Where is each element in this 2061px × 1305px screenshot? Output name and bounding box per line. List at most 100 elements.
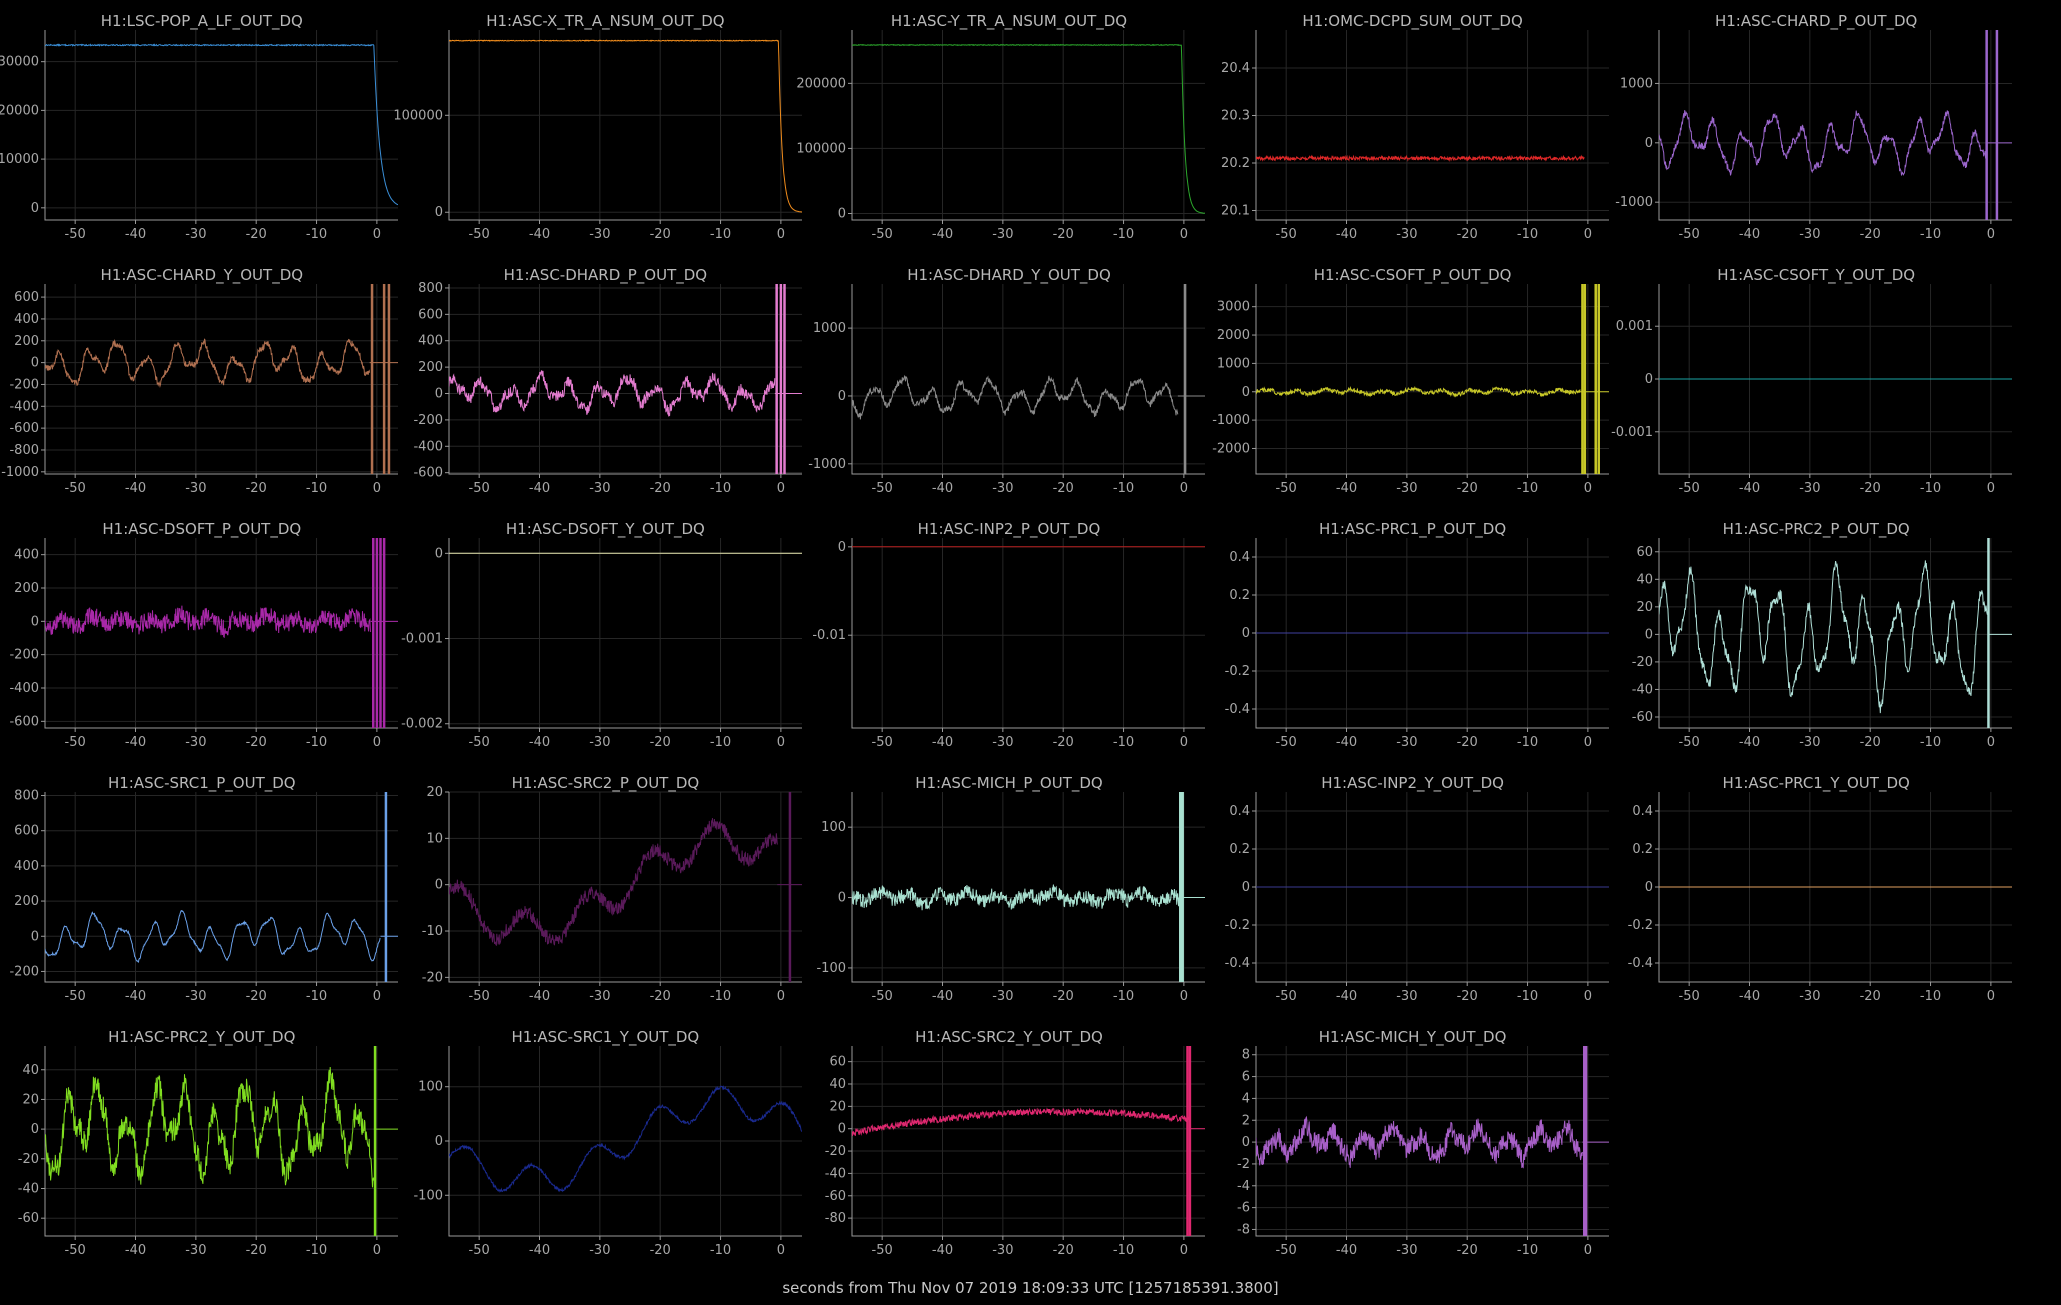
y-tick-label: 0.4 — [1229, 550, 1250, 565]
x-tick-label: 0 — [373, 989, 381, 1004]
x-tick-label: -20 — [1860, 227, 1881, 242]
y-tick-label: 200 — [418, 360, 443, 375]
plot-svg: -50 -40 -30 -20 -10 0 0 10000 20000 30000 — [0, 30, 398, 242]
panel-8: H1:ASC-CSOFT_P_OUT_DQ -50 -40 -30 -20 -10 0 -20… — [1211, 254, 1615, 508]
x-tick-label: -40 — [1739, 735, 1760, 750]
series-line — [448, 818, 778, 947]
x-tick-label: -40 — [125, 1243, 146, 1258]
y-tick-label: 1000 — [1217, 356, 1250, 371]
y-tick-label: 0 — [31, 356, 39, 371]
panel-title: H1:LSC-POP_A_LF_OUT_DQ — [100, 12, 303, 30]
x-tick-label: -10 — [306, 735, 327, 750]
x-tick-label: -20 — [649, 481, 670, 496]
x-tick-label: 0 — [1584, 1243, 1592, 1258]
y-tick-label: 0 — [838, 1122, 846, 1137]
axis-frame — [1255, 792, 1609, 983]
x-tick-label: 0 — [1987, 481, 1995, 496]
panel-22: H1:ASC-SRC2_Y_OUT_DQ -50 -40 -30 -20 -10 0 -80-… — [807, 1016, 1211, 1270]
y-tick-label: 0.001 — [1616, 319, 1653, 334]
panel-11: H1:ASC-DSOFT_Y_OUT_DQ -50 -40 -30 -20 -10 0 -0.… — [401, 508, 808, 762]
x-tick-label: -10 — [1920, 481, 1941, 496]
plot-svg: -50 -40 -30 -20 -10 0 -0.001 0 0.001 — [1611, 284, 2013, 496]
axis-frame — [1255, 30, 1609, 221]
y-tick-label: -400 — [9, 399, 39, 414]
panel-12: H1:ASC-INP2_P_OUT_DQ -50 -40 -30 -20 -10 0 -0.0… — [807, 508, 1211, 762]
y-tick-label: 0 — [1645, 136, 1653, 151]
y-tick-label: 400 — [418, 334, 443, 349]
x-tick-label: -30 — [992, 989, 1013, 1004]
x-tick-label: -40 — [125, 227, 146, 242]
panel-7: H1:ASC-DHARD_Y_OUT_DQ -50 -40 -30 -20 -10 0 -10… — [807, 254, 1211, 508]
x-tick-label: -20 — [1456, 1243, 1477, 1258]
y-tick-label: 60 — [1637, 545, 1654, 560]
y-tick-label: 200 — [14, 581, 39, 596]
x-tick-label: -20 — [649, 227, 670, 242]
x-tick-label: -10 — [306, 989, 327, 1004]
x-tick-label: -40 — [932, 1243, 953, 1258]
x-tick-label: 0 — [776, 989, 784, 1004]
x-tick-label: -20 — [246, 1243, 267, 1258]
x-tick-label: -40 — [932, 735, 953, 750]
series-line — [45, 909, 381, 963]
axis-frame — [851, 30, 1206, 221]
y-tick-label: -6 — [1237, 1201, 1250, 1216]
x-tick-label: 0 — [1180, 1243, 1188, 1258]
plot-svg: -50 -40 -30 -20 -10 0 -60 -40 -20 0 20 40 60 — [1632, 538, 2013, 750]
y-tick-label: 40 — [22, 1063, 39, 1078]
x-tick-label: -50 — [872, 735, 893, 750]
y-tick-label: 6 — [1242, 1070, 1250, 1085]
plot-svg: -50 -40 -30 -20 -10 0 20.1 20.2 20.3 20.4 — [1221, 30, 1609, 242]
plot-svg: -50 -40 -30 -20 -10 0 -600 -400 -200 0 200 400 600 80… — [413, 281, 802, 496]
x-tick-label: -50 — [1275, 989, 1296, 1004]
x-tick-label: -20 — [1053, 989, 1074, 1004]
axis-frame — [44, 30, 398, 221]
panel-4: H1:ASC-CHARD_P_OUT_DQ -50 -40 -30 -20 -10 0 -10… — [1614, 0, 2018, 254]
panel-13: H1:ASC-PRC1_P_OUT_DQ -50 -40 -30 -20 -10 0 -0.4… — [1211, 508, 1615, 762]
x-tick-label: -50 — [468, 481, 489, 496]
x-tick-label: -40 — [1336, 989, 1357, 1004]
x-tick-label: -10 — [1517, 227, 1538, 242]
y-tick-label: -1000 — [808, 457, 846, 472]
series-line — [1659, 560, 1989, 714]
x-tick-label: 0 — [1987, 735, 1995, 750]
y-tick-label: -0.4 — [1628, 956, 1653, 971]
x-tick-label: -20 — [1053, 227, 1074, 242]
series-line — [1255, 1115, 1583, 1169]
x-tick-label: -50 — [468, 1243, 489, 1258]
y-tick-label: -8 — [1237, 1222, 1250, 1237]
x-tick-label: -20 — [1456, 227, 1477, 242]
x-tick-label: -20 — [1053, 481, 1074, 496]
plot-svg: -50 -40 -30 -20 -10 0 -20 -10 0 10 20 — [421, 785, 802, 1004]
axis-frame — [851, 1046, 1206, 1237]
panel-9: H1:ASC-CSOFT_Y_OUT_DQ -50 -40 -30 -20 -10 0 -0.… — [1611, 254, 2018, 508]
x-tick-label: 0 — [1180, 735, 1188, 750]
x-tick-label: -50 — [1275, 227, 1296, 242]
y-tick-label: -800 — [9, 443, 39, 458]
x-tick-label: -30 — [1396, 1243, 1417, 1258]
x-tick-label: -10 — [1517, 481, 1538, 496]
y-tick-label: 1000 — [813, 321, 846, 336]
y-tick-label: -0.2 — [1628, 918, 1653, 933]
panel-5: H1:ASC-CHARD_Y_OUT_DQ -50 -40 -30 -20 -10 0 -10… — [0, 254, 404, 508]
x-tick-label: -10 — [1920, 735, 1941, 750]
x-tick-label: -20 — [246, 735, 267, 750]
x-tick-label: -40 — [125, 735, 146, 750]
x-tick-label: -50 — [468, 227, 489, 242]
panel-title: H1:ASC-PRC2_P_OUT_DQ — [1722, 520, 1910, 538]
y-tick-label: 200000 — [797, 76, 847, 91]
y-tick-label: 400 — [14, 548, 39, 563]
x-tick-label: -50 — [65, 989, 86, 1004]
plot-svg: -50 -40 -30 -20 -10 0 -0.4 -0.2 0 0.2 0.4 — [1224, 538, 1609, 750]
plot-svg: -50 -40 -30 -20 -10 0 -60 -40 -20 0 20 40 — [18, 1046, 398, 1258]
y-tick-label: -40 — [825, 1166, 846, 1181]
plot-svg: -50 -40 -30 -20 -10 0 -1000 -800 -600 -400 -200 0 20… — [1, 284, 398, 496]
y-tick-label: 0.2 — [1229, 842, 1250, 857]
x-tick-label: -30 — [589, 1243, 610, 1258]
x-tick-label: 0 — [1584, 227, 1592, 242]
y-tick-label: 0 — [31, 1122, 39, 1137]
x-tick-label: -30 — [589, 481, 610, 496]
y-tick-label: 20.1 — [1221, 204, 1250, 219]
axis-frame — [1255, 284, 1609, 475]
x-tick-label: 0 — [776, 481, 784, 496]
panel-title: H1:ASC-INP2_P_OUT_DQ — [917, 520, 1101, 538]
